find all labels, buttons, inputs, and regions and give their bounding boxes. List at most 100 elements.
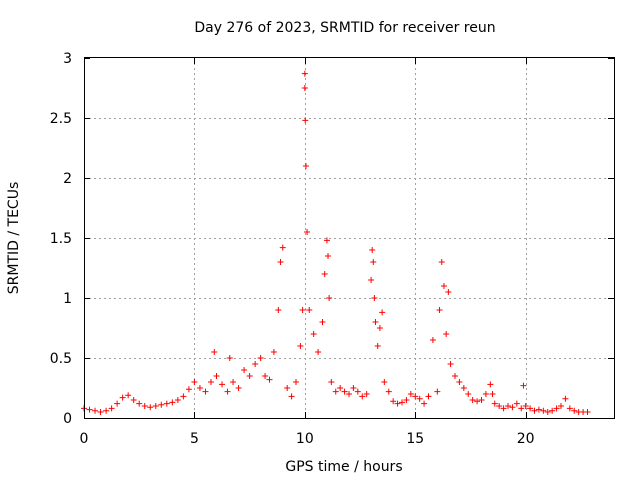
data-point — [341, 388, 348, 395]
data-point — [97, 409, 104, 415]
data-point — [147, 404, 154, 411]
data-point — [252, 361, 259, 367]
y-tick-label: 1 — [63, 291, 72, 307]
data-point — [288, 393, 295, 400]
data-point — [584, 409, 591, 415]
data-point — [509, 404, 516, 411]
y-tick-label: 2 — [63, 171, 72, 187]
data-point — [174, 397, 181, 403]
data-point — [429, 337, 436, 343]
data-point — [226, 355, 233, 361]
data-point — [108, 405, 115, 412]
data-point — [257, 355, 264, 361]
plot-frame — [84, 57, 615, 419]
data-point — [301, 70, 308, 77]
data-point — [412, 393, 419, 400]
data-point — [202, 388, 209, 395]
data-point — [196, 385, 203, 391]
data-point — [207, 379, 214, 385]
data-point — [566, 405, 573, 412]
data-point — [370, 259, 377, 265]
data-point — [491, 400, 498, 407]
data-point — [474, 398, 481, 405]
data-point — [293, 379, 299, 385]
x-tick-label: 5 — [190, 431, 199, 447]
data-point — [372, 319, 379, 325]
data-point — [224, 388, 231, 395]
data-point — [452, 373, 458, 379]
data-point — [447, 361, 454, 367]
data-point — [284, 385, 291, 391]
data-point — [180, 393, 187, 400]
data-point — [403, 397, 410, 403]
data-point — [326, 295, 333, 301]
data-point — [489, 391, 496, 397]
data-point — [213, 373, 220, 379]
data-point — [381, 379, 388, 385]
data-point — [500, 405, 507, 412]
data-point — [407, 391, 414, 397]
data-point — [246, 373, 253, 379]
data-point — [359, 393, 366, 400]
data-point — [323, 237, 330, 244]
data-point — [440, 283, 447, 289]
data-point — [394, 400, 401, 407]
data-point — [191, 379, 198, 385]
data-point — [304, 229, 311, 235]
data-point — [465, 391, 472, 397]
data-point — [270, 349, 277, 355]
data-point — [438, 259, 445, 265]
chart-title: Day 276 of 2023, SRMTID for receiver reu… — [194, 20, 495, 36]
data-point — [235, 385, 242, 391]
data-point — [119, 394, 126, 401]
data-point — [266, 376, 273, 383]
y-tick-label: 1.5 — [50, 231, 72, 247]
data-point — [385, 388, 392, 395]
data-point — [549, 407, 556, 414]
data-point — [416, 395, 423, 402]
data-point — [399, 399, 405, 406]
data-point — [371, 295, 378, 301]
y-tick-label: 2.5 — [50, 111, 72, 127]
data-point — [540, 407, 547, 414]
data-point — [302, 163, 309, 169]
data-point — [169, 399, 176, 406]
data-point — [456, 379, 463, 385]
y-axis-label: SRMTID / TECUs — [6, 182, 22, 295]
data-point — [513, 400, 520, 407]
data-point — [279, 244, 286, 251]
data-point — [310, 331, 317, 337]
data-point — [319, 319, 326, 325]
data-point — [363, 391, 370, 397]
x-axis-label: GPS time / hours — [285, 459, 402, 475]
x-tick-label: 15 — [406, 431, 424, 447]
data-point — [368, 277, 375, 283]
data-point — [374, 343, 381, 349]
data-point — [478, 397, 485, 403]
data-point — [241, 367, 248, 373]
data-point — [92, 407, 99, 414]
data-point — [211, 349, 218, 355]
data-point — [558, 403, 564, 409]
data-point — [544, 409, 551, 415]
grid-lines — [84, 58, 614, 418]
data-point — [522, 403, 529, 409]
data-point — [103, 407, 110, 414]
data-point — [337, 385, 344, 391]
data-point — [376, 325, 383, 331]
data-point — [436, 307, 443, 313]
data-point — [482, 391, 489, 397]
data-point — [325, 253, 332, 259]
data-point — [346, 391, 352, 397]
data-point — [553, 405, 560, 412]
data-point — [275, 307, 282, 313]
data-point — [520, 382, 527, 389]
x-tick-label: 0 — [80, 431, 89, 447]
data-point — [299, 307, 306, 313]
data-point — [301, 85, 308, 91]
data-point — [315, 349, 322, 355]
data-point — [141, 403, 148, 409]
data-point — [262, 373, 269, 379]
data-point — [277, 259, 284, 265]
